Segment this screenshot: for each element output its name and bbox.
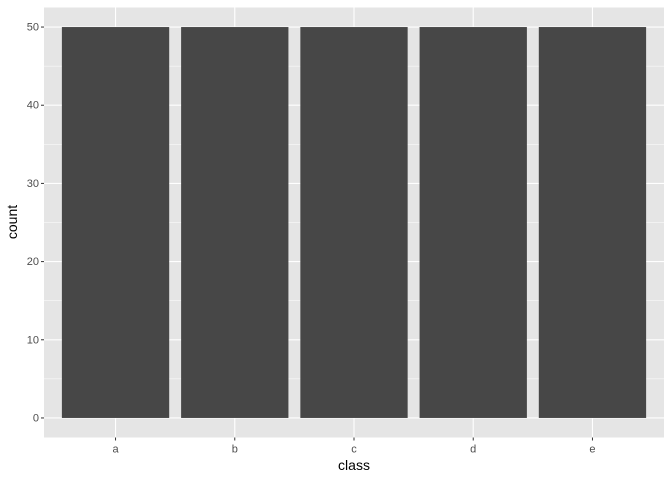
y-tick-label: 0 xyxy=(33,412,39,424)
axes: 0 10 20 30 40 50 a b c d e xyxy=(27,22,596,456)
bar-e xyxy=(538,27,647,418)
x-axis-label: class xyxy=(338,457,370,473)
bar-b xyxy=(181,27,289,418)
x-tick-label: d xyxy=(470,444,476,456)
x-tick-label: a xyxy=(112,444,119,456)
y-tick-label: 10 xyxy=(27,334,39,346)
x-tick-label: c xyxy=(351,444,357,456)
x-tick-label: b xyxy=(232,444,238,456)
bar-c xyxy=(300,27,408,418)
y-tick-label: 20 xyxy=(27,256,39,268)
y-tick-label: 30 xyxy=(27,178,39,190)
bar-a xyxy=(61,27,170,418)
bar-d xyxy=(419,27,527,418)
y-tick-label: 50 xyxy=(27,22,39,34)
y-tick-label: 40 xyxy=(27,100,39,112)
x-tick-label: e xyxy=(589,444,595,456)
y-axis-label: count xyxy=(4,205,20,239)
bars xyxy=(61,27,647,418)
